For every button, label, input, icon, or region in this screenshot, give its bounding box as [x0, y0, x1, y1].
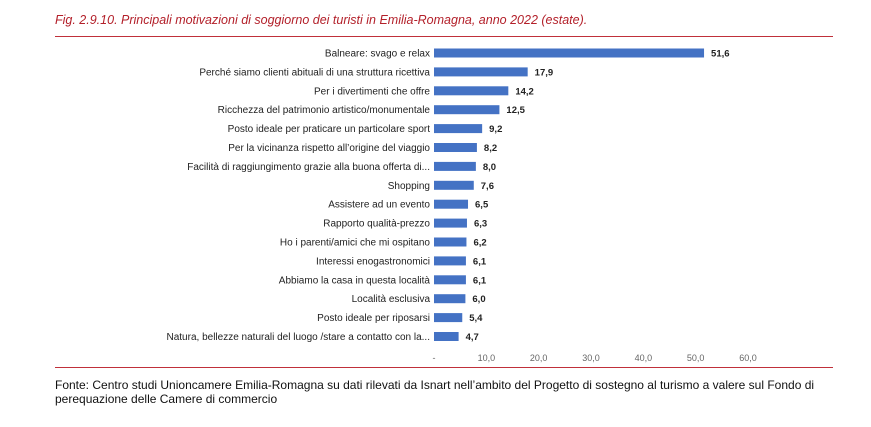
- bar: [434, 275, 466, 285]
- value-label: 14,2: [515, 86, 534, 97]
- value-label: 51,6: [711, 49, 730, 60]
- bar: [434, 294, 466, 304]
- value-label: 8,0: [483, 162, 496, 173]
- value-label: 17,9: [535, 67, 554, 78]
- x-tick-label: 10,0: [478, 353, 496, 363]
- category-label: Ricchezza del patrimonio artistico/monum…: [218, 105, 431, 116]
- bottom-rule: [55, 367, 833, 368]
- x-tick-label: 30,0: [582, 353, 600, 363]
- value-label: 4,7: [466, 332, 479, 343]
- category-label: Shopping: [388, 181, 430, 192]
- value-label: 7,6: [481, 181, 494, 192]
- bar-chart: Balneare: svago e relax 51,6 Perché siamo …: [167, 48, 757, 363]
- bar: [434, 218, 467, 228]
- bar: [434, 105, 500, 115]
- x-tick-label: -: [433, 353, 436, 363]
- figure-title: Fig. 2.9.10. Principali motivazioni di s…: [55, 13, 588, 27]
- bar: [434, 256, 466, 266]
- bar: [434, 237, 467, 247]
- bar: [434, 161, 476, 171]
- category-label: Posto ideale per praticare un particolar…: [228, 124, 431, 135]
- top-rule: [55, 36, 833, 37]
- bar: [434, 124, 483, 134]
- bar: [434, 67, 528, 77]
- bar: [434, 332, 459, 341]
- bar: [434, 48, 705, 58]
- value-label: 6,0: [472, 294, 485, 305]
- x-tick-label: 50,0: [687, 353, 705, 363]
- category-label: Abbiamo la casa in questa località: [279, 275, 431, 286]
- category-label: Perché siamo clienti abituali di una str…: [199, 67, 430, 78]
- category-label: Località esclusiva: [352, 294, 431, 305]
- category-label: Natura, bellezze naturali del luogo /sta…: [167, 332, 431, 343]
- category-label: Posto ideale per riposarsi: [317, 313, 430, 324]
- value-label: 6,2: [473, 238, 486, 249]
- value-label: 6,1: [473, 275, 487, 286]
- value-label: 9,2: [489, 124, 502, 135]
- value-label: 6,5: [475, 200, 489, 211]
- category-label: Ho i parenti/amici che mi ospitano: [280, 238, 431, 249]
- value-label: 6,1: [473, 256, 487, 267]
- x-tick-label: 40,0: [635, 353, 653, 363]
- category-label: Assistere ad un evento: [328, 200, 430, 211]
- x-tick-label: 60,0: [739, 353, 757, 363]
- value-label: 6,3: [474, 219, 487, 230]
- category-label: Interessi enogastronomici: [316, 256, 430, 267]
- category-label: Per la vicinanza rispetto all’origine de…: [228, 143, 430, 154]
- bar: [434, 143, 477, 152]
- bar: [434, 199, 469, 209]
- bar: [434, 180, 474, 190]
- x-tick-label: 20,0: [530, 353, 548, 363]
- bar: [434, 86, 509, 96]
- value-label: 5,4: [469, 313, 483, 324]
- source-note: Fonte: Centro studi Unioncamere Emilia-R…: [55, 378, 815, 406]
- value-label: 12,5: [506, 105, 525, 116]
- value-label: 8,2: [484, 143, 497, 154]
- category-label: Balneare: svago e relax: [325, 49, 430, 60]
- category-label: Facilità di raggiungimento grazie alla b…: [187, 162, 430, 173]
- category-label: Per i divertimenti che offre: [314, 86, 430, 97]
- category-label: Rapporto qualità-prezzo: [323, 219, 430, 230]
- bar: [434, 313, 463, 323]
